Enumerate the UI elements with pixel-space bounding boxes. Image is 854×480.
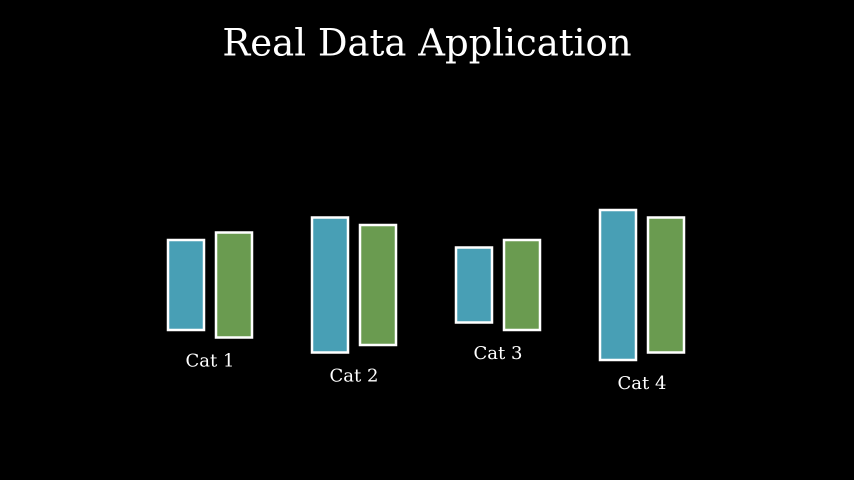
- bar: [646, 216, 686, 354]
- category-label: Cat 1: [186, 351, 235, 372]
- bar: [358, 223, 398, 347]
- bar: [598, 208, 638, 362]
- category-label: Cat 4: [618, 373, 667, 394]
- bar: [166, 238, 206, 332]
- category-label: Cat 2: [330, 366, 379, 387]
- category-label: Cat 3: [474, 343, 523, 364]
- bar: [310, 216, 350, 354]
- bar: [502, 238, 542, 332]
- chart-title: Real Data Application: [222, 22, 631, 65]
- bar: [214, 231, 254, 339]
- bar: [454, 246, 494, 324]
